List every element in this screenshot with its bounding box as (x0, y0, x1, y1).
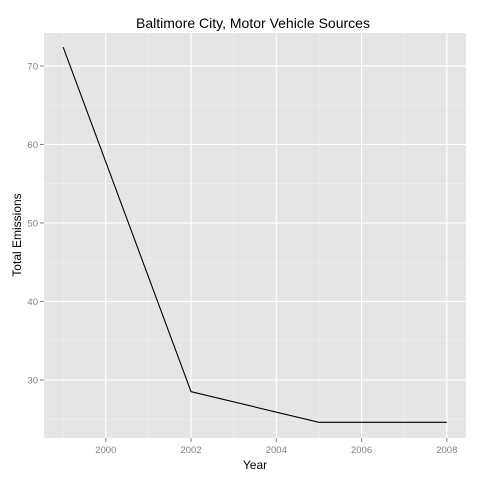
x-tick-label: 2000 (95, 445, 116, 456)
minor-gridlines (44, 33, 466, 438)
y-tick-label: 30 (27, 375, 38, 386)
x-tick-label: 2002 (180, 445, 201, 456)
y-tick-label: 50 (27, 218, 38, 229)
major-gridlines (44, 33, 466, 438)
x-tick-label: 2008 (436, 445, 457, 456)
series-line (62, 46, 447, 423)
x-tick-label: 2006 (351, 445, 372, 456)
data-layer (62, 46, 447, 423)
x-axis-ticks: 2000 2002 2004 2006 2008 (95, 438, 457, 456)
chart-title: Baltimore City, Motor Vehicle Sources (136, 15, 370, 31)
x-axis-title: Year (243, 458, 267, 472)
y-tick-label: 60 (27, 140, 38, 151)
y-axis-title: Total Emissions (10, 193, 24, 276)
y-tick-label: 70 (27, 61, 38, 72)
plot-panel (44, 33, 466, 438)
x-tick-label: 2004 (266, 445, 287, 456)
y-tick-label: 40 (27, 297, 38, 308)
y-axis-ticks: 30 40 50 60 70 (27, 61, 44, 386)
